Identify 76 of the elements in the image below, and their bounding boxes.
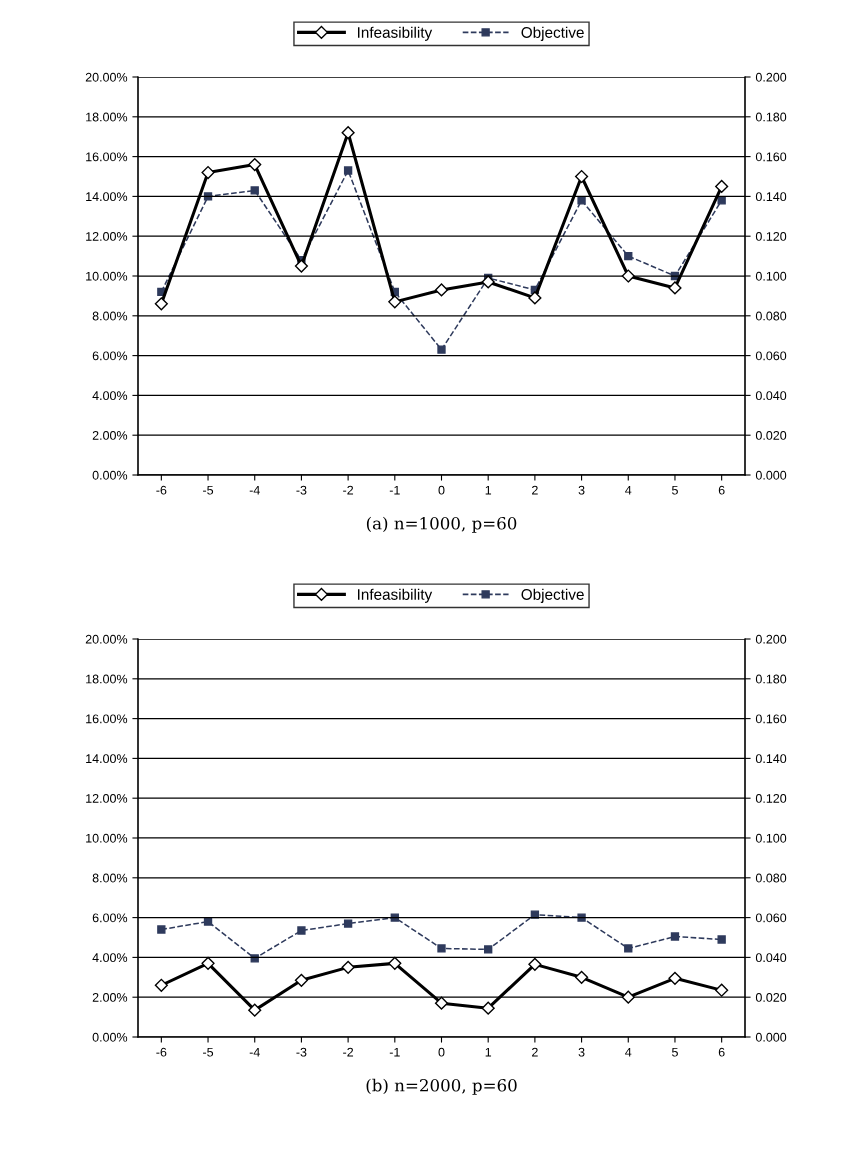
y2-tick-label: 0.200 (755, 634, 787, 644)
y-tick-label: 4.00% (92, 953, 128, 963)
x-tick-label: -2 (343, 1047, 354, 1057)
x-tick-label: -6 (156, 1047, 167, 1057)
y2-tick-label: 0.140 (755, 192, 787, 202)
y-tick-label: 12.00% (86, 232, 128, 241)
x-tick-label: 3 (578, 1047, 585, 1057)
y2-tick-label: 0.120 (755, 232, 787, 241)
x-tick-label: 5 (671, 1047, 678, 1057)
y2-tick-label: 0.180 (755, 674, 787, 684)
text: (a) n=1000, p=60 (366, 516, 517, 533)
y2-tick-label: 0.000 (755, 1032, 787, 1042)
y-tick-label: 14.00% (86, 192, 128, 202)
legend-label: Objective (521, 26, 584, 41)
y-tick-label: 20.00% (85, 634, 128, 644)
x-tick-label: 1 (485, 485, 492, 495)
y2-tick-label: 0.060 (755, 913, 787, 923)
x-tick-label: -3 (296, 1047, 307, 1057)
y-tick-label: 6.00% (92, 913, 128, 923)
text: (b) n=2000, p=60 (366, 1078, 517, 1095)
x-tick-label: 4 (625, 1047, 632, 1057)
x-tick-label: 6 (718, 485, 725, 495)
x-tick-label: -1 (389, 485, 400, 495)
y-tick-label: 2.00% (92, 993, 128, 1002)
y-tick-label: 10.00% (86, 833, 128, 843)
y-tick-label: 12.00% (86, 794, 128, 803)
y-tick-label: 18.00% (86, 674, 128, 684)
x-tick-label: -4 (249, 485, 260, 495)
y2-tick-label: 0.100 (755, 271, 787, 281)
y2-tick-label: 0.020 (755, 993, 787, 1002)
y-tick-label: 16.00% (86, 152, 128, 162)
x-tick-label: 2 (532, 485, 538, 495)
y2-tick-label: 0.040 (755, 391, 787, 401)
y2-tick-label: 0.200 (755, 72, 787, 82)
y2-tick-label: 0.100 (755, 833, 787, 843)
y-tick-label: 20.00% (85, 72, 128, 82)
y-tick-label: 8.00% (92, 873, 128, 883)
x-tick-label: -4 (249, 1047, 260, 1057)
y2-tick-label: 0.140 (755, 754, 787, 764)
legend-label: Objective (521, 588, 584, 603)
x-tick-label: 1 (485, 1047, 492, 1057)
y-tick-label: 8.00% (92, 311, 128, 321)
y2-tick-label: 0.160 (755, 152, 787, 162)
y2-tick-label: 0.180 (755, 112, 787, 122)
y-tick-label: 6.00% (92, 351, 128, 361)
y-tick-label: 10.00% (86, 271, 128, 281)
y-tick-label: 0.00% (92, 470, 128, 480)
y2-tick-label: 0.020 (755, 431, 787, 440)
x-tick-label: -3 (296, 485, 307, 495)
y-tick-label: 2.00% (92, 431, 128, 440)
y2-tick-label: 0.160 (755, 714, 787, 724)
x-tick-label: -2 (343, 485, 354, 495)
y2-tick-label: 0.120 (755, 794, 787, 803)
y-tick-label: 18.00% (86, 112, 128, 122)
y-tick-label: 4.00% (92, 391, 128, 401)
y2-tick-label: 0.040 (755, 953, 787, 963)
x-tick-label: 0 (438, 1047, 445, 1057)
x-tick-label: -6 (156, 485, 167, 495)
legend-label: Infeasibility (358, 588, 433, 603)
x-tick-label: 2 (532, 1047, 538, 1057)
x-tick-label: 0 (438, 485, 445, 495)
x-tick-label: -5 (203, 485, 214, 495)
x-tick-label: -1 (389, 1047, 400, 1057)
x-tick-label: -5 (203, 1047, 214, 1057)
x-tick-label: 4 (625, 485, 632, 495)
y-tick-label: 14.00% (86, 754, 128, 764)
legend-label: Infeasibility (358, 26, 433, 41)
x-tick-label: 5 (671, 485, 678, 495)
y-tick-label: 16.00% (86, 714, 128, 724)
y2-tick-label: 0.080 (755, 311, 787, 321)
y-tick-label: 0.00% (92, 1032, 128, 1042)
x-tick-label: 6 (718, 1047, 725, 1057)
y2-tick-label: 0.000 (755, 470, 787, 480)
x-tick-label: 3 (578, 485, 585, 495)
y2-tick-label: 0.080 (755, 873, 787, 883)
y2-tick-label: 0.060 (755, 351, 787, 361)
